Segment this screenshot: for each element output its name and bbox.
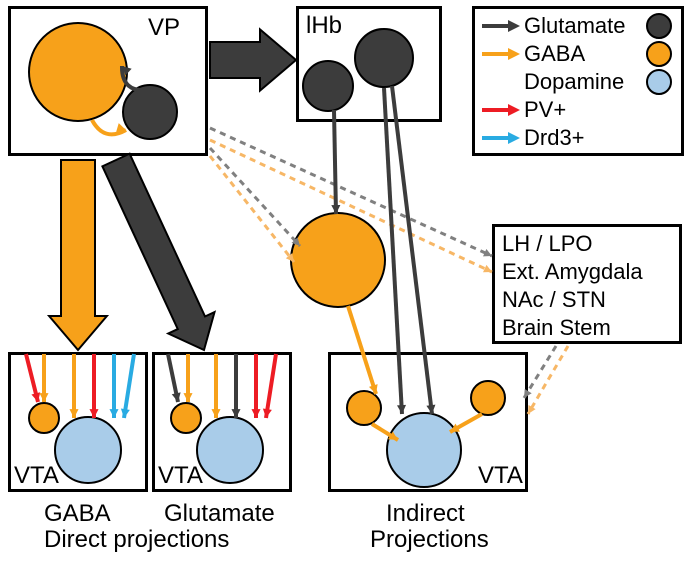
text-panel-line: LH / LPO [502, 230, 672, 258]
vta-mid-dopamine-cell [196, 416, 264, 484]
lhb-label: lHb [306, 12, 342, 40]
vp-label: VP [148, 14, 180, 42]
text-panel-line: Ext. Amygdala [502, 258, 672, 286]
vta-mid-label: VTA [158, 462, 203, 490]
indirect-caption1: Indirect [386, 500, 465, 528]
direct-caption: Direct projections [44, 526, 229, 554]
vta-mid-gaba-cell [170, 402, 202, 434]
lhb-glut-cell-0 [302, 60, 354, 112]
lhb-glut-cell-1 [354, 28, 414, 88]
legend-dot [646, 13, 672, 39]
indirect-caption2: Projections [370, 526, 489, 554]
legend-row: Dopamine [480, 68, 676, 96]
vta-right-gaba-cell-l [346, 390, 382, 426]
legend-icon [480, 126, 520, 150]
text-panel-line: Brain Stem [502, 314, 672, 342]
vta-right-dopamine-cell [386, 412, 462, 488]
vta-right-gaba-cell-r [470, 380, 506, 416]
legend-dot [646, 41, 672, 67]
glutamate-caption: Glutamate [164, 500, 275, 528]
legend-icon [480, 42, 520, 66]
vta-left-label: VTA [14, 462, 59, 490]
vp-glut-cell [122, 84, 178, 140]
gaba-caption: GABA [44, 500, 111, 528]
legend-label: Glutamate [524, 13, 626, 39]
legend-icon [480, 98, 520, 122]
legend-dot [646, 69, 672, 95]
legend-row: PV+ [480, 96, 676, 124]
text-panel-line: NAc / STN [502, 286, 672, 314]
legend-row: GABA [480, 40, 676, 68]
vta-left-gaba-cell [28, 402, 60, 434]
legend-icon [480, 70, 520, 94]
rmtg-cell [290, 212, 386, 308]
legend-contents: GlutamateGABADopaminePV+Drd3+ [480, 12, 676, 152]
diagram-stage: VP lHb VTA VTA VTA RMTg GABA Glutamate D… [0, 0, 691, 574]
legend-label: GABA [524, 41, 585, 67]
legend-label: Dopamine [524, 69, 624, 95]
legend-icon [480, 14, 520, 38]
legend-label: Drd3+ [524, 125, 585, 151]
vp-gaba-cell [28, 22, 128, 122]
text-panel-lines: LH / LPOExt. AmygdalaNAc / STNBrain Stem [502, 230, 672, 342]
legend-row: Glutamate [480, 12, 676, 40]
vta-left-dopamine-cell [54, 416, 122, 484]
legend-label: PV+ [524, 97, 566, 123]
legend-row: Drd3+ [480, 124, 676, 152]
vta-right-label: VTA [478, 462, 523, 490]
